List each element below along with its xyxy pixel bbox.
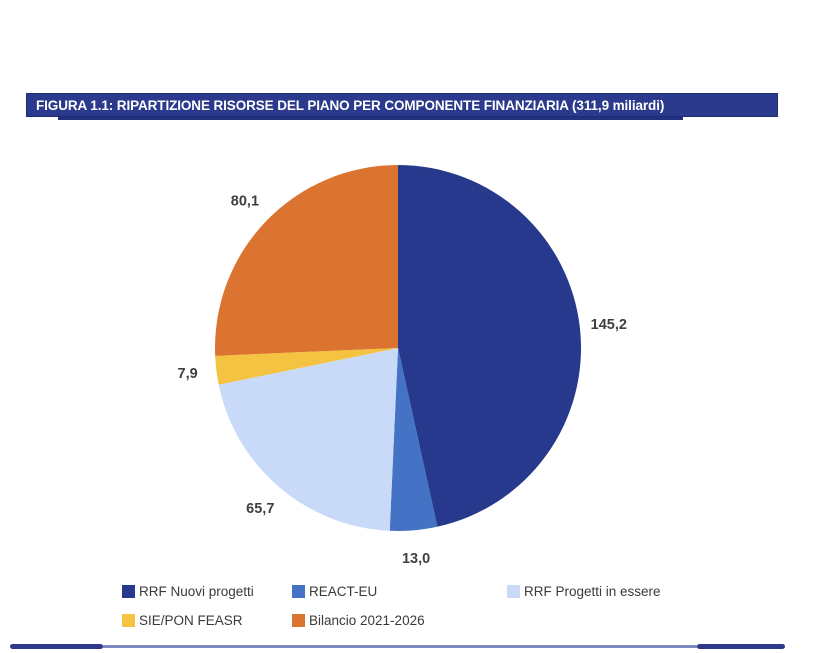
bottom-rule-middle — [103, 645, 697, 648]
slice-value-label-sie-pon-feasr: 7,9 — [178, 366, 198, 382]
slice-value-label-react-eu: 13,0 — [402, 551, 430, 567]
legend-item-rrf-nuovi-progetti: RRF Nuovi progetti — [122, 584, 254, 599]
legend-swatch-sie-pon-feasr — [122, 614, 135, 627]
pie-slice-bilancio-2021-2026 — [215, 165, 398, 356]
slice-value-label-rrf-nuovi-progetti: 145,2 — [591, 317, 627, 333]
pie-slice-sie-pon-feasr — [215, 348, 398, 385]
pie-slice-rrf-nuovi-progetti — [398, 164, 582, 527]
legend-label: REACT-EU — [309, 584, 378, 599]
legend-item-react-eu: REACT-EU — [292, 584, 377, 599]
slice-value-label-bilancio-2021-2026: 80,1 — [231, 193, 259, 209]
legend-label: RRF Progetti in essere — [524, 584, 661, 599]
legend-item-sie-pon-feasr: SIE/PON FEASR — [122, 613, 243, 628]
pie-slice-react-eu — [389, 348, 438, 531]
legend-swatch-bilancio-2021-2026 — [292, 614, 305, 627]
legend-label: SIE/PON FEASR — [139, 613, 243, 628]
legend-swatch-rrf-nuovi-progetti — [122, 585, 135, 598]
legend-item-rrf-progetti-in-essere: RRF Progetti in essere — [507, 584, 661, 599]
slice-value-label-rrf-progetti-in-essere: 65,7 — [246, 501, 274, 517]
title-bar-shadow — [58, 117, 683, 120]
bottom-rule-right — [697, 644, 785, 649]
bottom-rule-left — [10, 644, 103, 649]
legend-label: RRF Nuovi progetti — [139, 584, 254, 599]
legend-label: Bilancio 2021-2026 — [309, 613, 425, 628]
pie-slice-rrf-progetti-in-essere — [218, 348, 398, 531]
legend-swatch-react-eu — [292, 585, 305, 598]
legend-item-bilancio-2021-2026: Bilancio 2021-2026 — [292, 613, 425, 628]
figure-title-bar: FIGURA 1.1: RIPARTIZIONE RISORSE DEL PIA… — [26, 93, 778, 117]
legend-swatch-rrf-progetti-in-essere — [507, 585, 520, 598]
figure-title: FIGURA 1.1: RIPARTIZIONE RISORSE DEL PIA… — [36, 97, 665, 113]
